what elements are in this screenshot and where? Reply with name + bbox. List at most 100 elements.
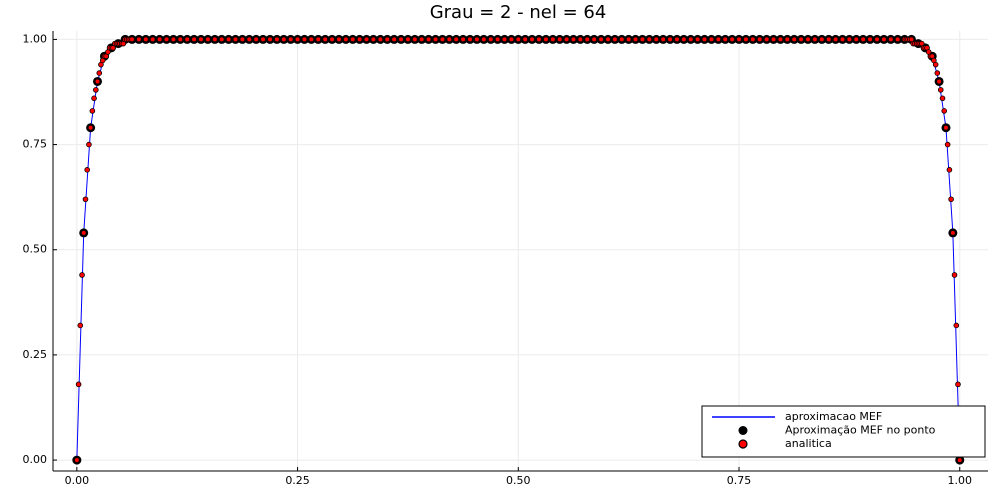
legend-box xyxy=(701,405,986,458)
y-tick-label: 0.00 xyxy=(23,453,48,466)
point xyxy=(349,36,356,43)
point xyxy=(136,36,142,43)
point xyxy=(370,36,377,43)
point xyxy=(605,36,611,43)
point xyxy=(267,36,273,43)
point xyxy=(812,36,818,43)
point xyxy=(94,78,101,85)
point xyxy=(653,36,660,43)
y-tick-label: 0.75 xyxy=(23,138,48,151)
point xyxy=(149,36,156,43)
point xyxy=(687,36,694,43)
point xyxy=(82,196,89,203)
point xyxy=(391,36,397,43)
point xyxy=(832,36,839,43)
point xyxy=(950,230,956,236)
point xyxy=(142,36,149,43)
point xyxy=(439,36,446,43)
point xyxy=(874,36,880,43)
point xyxy=(591,36,597,43)
point xyxy=(212,36,218,43)
point xyxy=(522,36,528,43)
point xyxy=(860,36,866,43)
point xyxy=(80,230,87,236)
point xyxy=(798,36,804,43)
point xyxy=(791,36,798,43)
point xyxy=(170,36,177,43)
point xyxy=(667,36,673,43)
point xyxy=(460,36,466,43)
point xyxy=(225,36,232,43)
point xyxy=(239,36,246,43)
point xyxy=(156,36,163,43)
point xyxy=(129,36,135,43)
point xyxy=(715,36,722,43)
point xyxy=(701,36,708,43)
point xyxy=(536,36,542,43)
point xyxy=(956,457,963,463)
x-tick-label: 0.25 xyxy=(285,474,310,487)
point xyxy=(951,272,958,278)
point xyxy=(955,381,961,388)
point xyxy=(577,36,584,43)
point xyxy=(253,36,259,43)
point xyxy=(846,36,853,43)
point xyxy=(74,457,80,463)
point xyxy=(377,36,384,43)
point xyxy=(674,36,680,43)
point xyxy=(405,36,411,43)
point xyxy=(425,36,432,43)
point xyxy=(218,36,225,43)
point xyxy=(639,36,646,43)
point xyxy=(839,36,846,43)
point xyxy=(632,36,639,43)
point xyxy=(948,196,954,203)
chart-title: Grau = 2 - nel = 64 xyxy=(430,2,607,23)
legend-label: Aproximação MEF no ponto xyxy=(785,424,936,437)
point xyxy=(322,36,329,43)
point xyxy=(77,322,84,329)
point xyxy=(819,36,825,43)
point xyxy=(384,36,391,43)
point xyxy=(336,36,342,43)
point xyxy=(618,36,625,43)
point xyxy=(825,36,832,43)
point xyxy=(432,36,439,43)
point xyxy=(294,36,301,43)
point xyxy=(487,36,494,43)
point xyxy=(87,124,94,131)
point xyxy=(205,36,211,43)
point xyxy=(260,36,266,43)
point xyxy=(944,141,951,148)
point xyxy=(853,36,860,43)
point xyxy=(612,36,618,43)
point xyxy=(550,36,556,43)
point xyxy=(867,36,873,43)
point xyxy=(363,36,370,43)
point xyxy=(763,36,770,43)
point xyxy=(894,36,901,43)
legend-marker xyxy=(738,426,748,435)
point xyxy=(501,36,508,43)
point xyxy=(93,87,99,93)
point xyxy=(75,381,82,388)
point xyxy=(418,36,425,43)
point xyxy=(946,167,953,173)
point xyxy=(86,141,92,148)
point xyxy=(543,36,549,43)
point xyxy=(563,36,570,43)
point xyxy=(280,36,287,43)
point xyxy=(570,36,577,43)
point xyxy=(246,36,253,43)
point xyxy=(625,36,632,43)
point xyxy=(398,36,404,43)
point xyxy=(722,36,729,43)
point xyxy=(515,36,522,43)
y-tick-label: 0.50 xyxy=(23,243,48,256)
y-tick-label: 0.25 xyxy=(23,348,48,361)
point xyxy=(343,36,349,43)
point xyxy=(356,36,363,43)
point xyxy=(96,70,103,76)
point xyxy=(708,36,715,43)
point xyxy=(79,272,85,278)
